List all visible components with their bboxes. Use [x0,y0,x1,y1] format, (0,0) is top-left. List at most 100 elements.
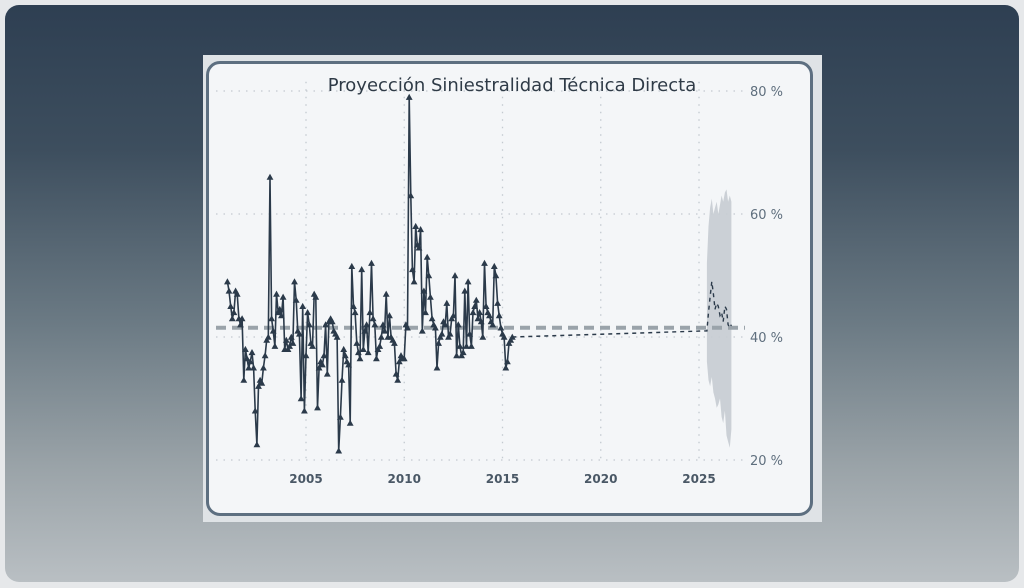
data-point-marker [479,333,487,340]
data-point-marker [255,382,262,389]
data-point-marker [432,324,439,331]
data-point-marker [238,315,246,322]
data-point-marker [264,333,272,340]
data-point-marker [297,395,305,402]
data-point-marker [260,364,267,371]
data-point-marker [296,330,303,337]
data-point-marker [412,222,420,229]
data-point-marker [366,309,374,316]
data-point-marker [464,278,472,285]
data-point-marker [291,278,298,285]
data-point-marker [278,312,285,319]
data-point-marker [346,419,354,426]
data-point-marker [428,315,436,322]
data-point-marker [418,327,426,334]
data-point-marker [451,272,459,279]
data-point-marker [266,173,274,180]
data-point-marker [466,330,474,337]
data-point-marker [361,327,369,334]
series-historico [224,93,516,454]
data-point-marker [469,309,477,316]
data-point-marker [351,309,359,316]
series-line [226,96,514,452]
data-point-marker [312,293,320,300]
data-point-marker [251,407,259,414]
data-point-marker [276,305,284,312]
data-point-marker [377,333,385,340]
data-point-marker [261,352,269,359]
data-point-marker [333,333,341,340]
series-proyeccion [512,281,733,338]
data-point-marker [246,358,254,365]
data-point-marker [415,244,423,251]
data-point-marker [386,312,393,319]
data-point-marker [253,441,261,448]
data-point-marker [492,272,500,279]
data-point-marker [268,315,275,322]
data-point-marker [233,290,241,297]
data-point-marker [301,407,308,414]
data-point-marker [504,358,511,365]
data-point-marker [363,321,370,328]
data-point-marker [273,290,280,297]
data-point-marker [489,321,497,328]
x-tick-label: 2025 [682,472,715,486]
data-point-marker [381,327,388,334]
confidence-band [706,189,732,448]
data-point-marker [355,349,362,356]
data-point-marker [471,302,479,309]
data-point-marker [425,272,433,279]
y-tick-label: 20 % [750,454,783,469]
data-point-marker [477,318,485,325]
data-point-marker [409,266,416,273]
data-point-marker [335,447,343,454]
data-point-marker [490,262,498,269]
data-point-marker [443,299,451,306]
data-point-marker [243,355,251,362]
data-point-marker [328,318,336,325]
data-point-marker [505,339,513,346]
data-point-marker [374,345,382,352]
data-point-marker [463,342,470,349]
data-point-marker [445,333,452,340]
data-point-marker [410,278,418,285]
data-point-marker [404,324,411,331]
data-point-marker [495,312,503,319]
data-point-marker [315,364,323,371]
data-point-marker [433,364,441,371]
data-point-marker [461,287,469,294]
data-point-marker [364,349,372,356]
data-point-marker [282,336,290,343]
data-point-marker [237,321,244,328]
data-point-marker [224,278,231,285]
data-point-marker [359,345,367,352]
data-point-marker [245,364,253,371]
data-point-marker [482,302,490,309]
data-point-marker [376,342,384,349]
data-point-marker [420,287,428,294]
data-point-marker [502,364,510,371]
data-point-marker [407,192,415,199]
x-axis: 2005 2010 2015 2020 2025 [289,472,715,486]
data-point-marker [474,315,482,322]
data-point-marker [436,333,444,340]
data-point-marker [279,293,287,300]
data-point-marker [263,336,271,343]
y-tick-label: 40 % [750,331,783,346]
x-tick-label: 2005 [289,472,322,486]
data-point-marker [340,345,348,352]
data-point-marker [468,342,475,349]
data-point-marker [305,321,313,328]
data-point-marker [507,336,515,343]
data-point-marker [446,330,454,337]
data-point-marker [292,296,300,303]
data-point-marker [395,358,403,365]
data-point-marker [417,226,424,233]
data-point-marker [453,352,460,359]
grid-lines [216,81,745,464]
data-point-marker [400,355,408,362]
data-point-marker [438,330,446,337]
data-point-marker [338,376,346,383]
data-point-marker [427,293,434,300]
